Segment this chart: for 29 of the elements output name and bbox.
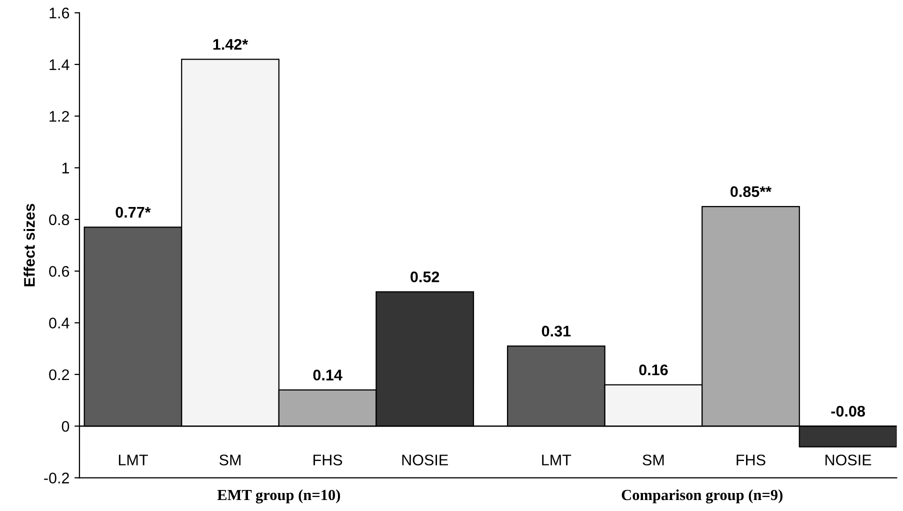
y-tick-label: 1.6 bbox=[50, 8, 70, 18]
text: Comparison group (n=9) bbox=[622, 489, 782, 504]
x-tick-label: FHS bbox=[314, 454, 342, 466]
text: EMT group (n=10) bbox=[217, 489, 340, 504]
data-label: 0.52 bbox=[410, 271, 440, 282]
data-label: -0.08 bbox=[831, 406, 865, 417]
data-label: 0.31 bbox=[542, 326, 571, 337]
y-axis-title: Effect sizes bbox=[24, 204, 35, 286]
data-label: 0.85** bbox=[730, 186, 772, 198]
data-label: 0.77* bbox=[116, 206, 151, 218]
x-tick-label: FHS bbox=[736, 454, 766, 466]
x-tick-label: SM bbox=[219, 454, 240, 466]
data-label: 0.16 bbox=[639, 364, 668, 376]
data-label: 1.42* bbox=[213, 38, 248, 50]
x-tick-label: LMT bbox=[542, 454, 572, 466]
x-tick-label: LMT bbox=[118, 454, 148, 466]
y-tick-label: 0.8 bbox=[49, 214, 70, 226]
y-tick-label: 1.4 bbox=[50, 59, 70, 70]
y-tick-label: 1.2 bbox=[50, 110, 69, 122]
y-tick-label: 0.4 bbox=[49, 318, 70, 328]
x-tick-label: NOSIE bbox=[402, 454, 448, 466]
y-tick-label: 0.6 bbox=[49, 266, 70, 277]
y-tick-label: 0.2 bbox=[49, 369, 69, 380]
y-tick-label: 0 bbox=[62, 420, 70, 432]
y-tick-label: -0.2 bbox=[44, 472, 69, 484]
data-label: 0.14 bbox=[313, 370, 342, 380]
x-tick-label: SM bbox=[642, 454, 664, 466]
y-tick-label: 1 bbox=[62, 162, 69, 174]
x-tick-label: NOSIE bbox=[826, 454, 872, 466]
